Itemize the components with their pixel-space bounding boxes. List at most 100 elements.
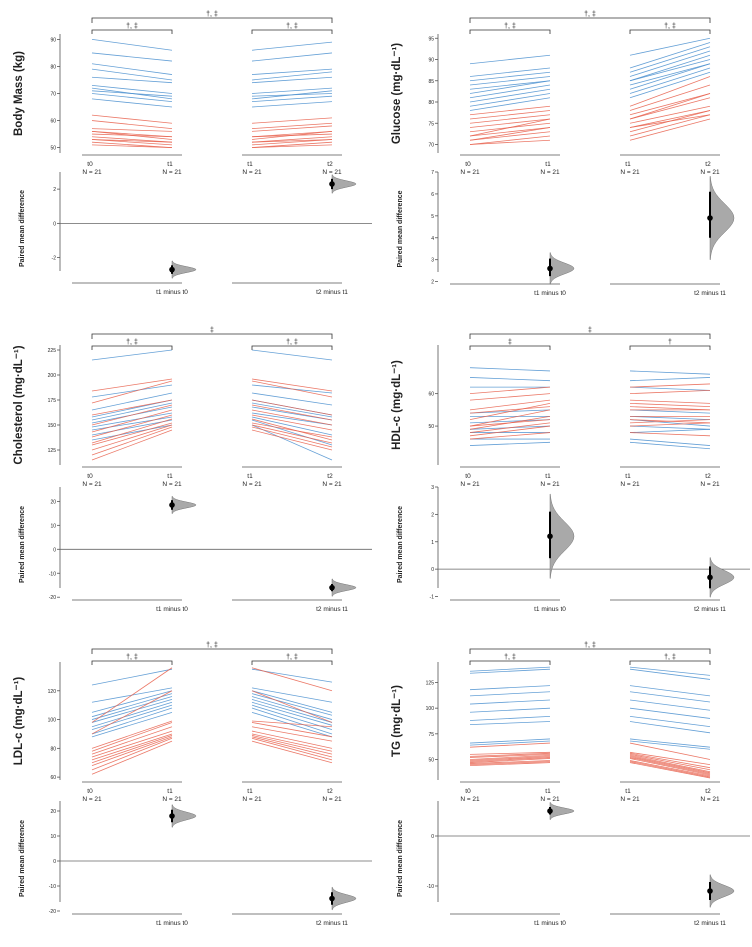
- paired-line: [629, 383, 711, 388]
- paired-line: [251, 392, 333, 406]
- paired-line: [629, 757, 711, 775]
- y-tick-label: 80: [50, 64, 56, 70]
- paired-line: [251, 737, 333, 761]
- paired-line: [251, 667, 333, 692]
- paired-line: [629, 118, 711, 141]
- condition-label: t1: [625, 788, 631, 795]
- paired-line: [469, 402, 551, 420]
- paired-line: [251, 426, 333, 448]
- paired-line: [629, 751, 711, 766]
- y-tick-label: 70: [428, 143, 434, 149]
- paired-line: [91, 139, 173, 146]
- diff-y-tick-label: -10: [49, 884, 56, 890]
- paired-line: [91, 737, 173, 771]
- mean-diff-point: [329, 584, 335, 591]
- y-tick-label: 60: [428, 392, 434, 398]
- condition-n: N = 21: [322, 481, 342, 488]
- paired-line: [629, 754, 711, 773]
- paired-line: [251, 424, 333, 444]
- paired-line: [629, 438, 711, 446]
- paired-line: [251, 422, 333, 438]
- bootstrap-distribution: [549, 802, 575, 820]
- mean-diff-point: [707, 888, 713, 894]
- bootstrap-distribution: [331, 578, 357, 597]
- paired-line: [91, 733, 173, 761]
- paired-line: [251, 349, 333, 361]
- paired-line: [629, 422, 711, 427]
- paired-line: [91, 93, 173, 103]
- paired-line: [251, 76, 333, 84]
- paired-line: [469, 432, 551, 440]
- paired-line: [251, 419, 333, 446]
- bracket-second: [629, 660, 711, 665]
- paired-line: [91, 667, 173, 723]
- mean-diff-point: [707, 215, 713, 221]
- paired-line: [251, 730, 333, 749]
- paired-line: [469, 386, 551, 395]
- paired-line: [469, 666, 551, 672]
- condition-name: t1: [625, 473, 631, 480]
- paired-line: [251, 402, 333, 418]
- paired-line: [469, 406, 551, 414]
- condition-label: t1: [545, 788, 551, 795]
- diff-y-tick-label: 20: [50, 499, 56, 505]
- paired-line: [251, 735, 333, 755]
- paired-line: [251, 93, 333, 97]
- bracket-first-label: †, ‡: [504, 654, 516, 661]
- paired-line: [469, 422, 551, 433]
- diff-y-axis-label: Paired mean difference: [19, 190, 26, 267]
- paired-line: [469, 131, 551, 141]
- bracket-overall-label: †, ‡: [584, 11, 596, 18]
- bracket-overall: [91, 648, 333, 654]
- paired-line: [91, 409, 173, 433]
- paired-line: [251, 722, 333, 738]
- y-tick-label: 75: [428, 121, 434, 127]
- diff-y-axis-label: Paired mean difference: [397, 506, 404, 583]
- condition-label: t0: [465, 788, 471, 795]
- condition-n: N = 21: [700, 169, 720, 176]
- bracket-overall: [469, 333, 711, 339]
- bracket-first-label: ‡: [508, 339, 512, 346]
- paired-line: [469, 419, 551, 427]
- y-tick-label: 175: [48, 398, 57, 404]
- diff-y-tick-label: -10: [427, 884, 434, 890]
- paired-line: [469, 71, 551, 82]
- paired-line: [629, 59, 711, 82]
- paired-line: [469, 135, 551, 145]
- paired-line: [469, 80, 551, 90]
- paired-line: [91, 720, 173, 749]
- diff-y-tick-label: -1: [430, 595, 435, 601]
- bracket-second-label: †, ‡: [664, 23, 676, 30]
- paired-line: [469, 753, 551, 758]
- condition-name: t1: [625, 788, 631, 795]
- diff-y-tick-label: 6: [431, 192, 434, 198]
- mean-diff-point: [547, 265, 553, 272]
- paired-line: [91, 402, 173, 421]
- paired-line: [629, 419, 711, 427]
- condition-n: N = 21: [82, 169, 102, 176]
- paired-line: [469, 84, 551, 99]
- condition-n: N = 21: [322, 796, 342, 803]
- y-tick-label: 125: [48, 448, 57, 454]
- diff-y-axis-label: Paired mean difference: [397, 820, 404, 897]
- diff-x-label: t1 minus t0: [534, 290, 566, 297]
- paired-line: [469, 399, 551, 411]
- paired-line: [469, 441, 551, 446]
- y-axis-label: LDL-c (mg·dL⁻¹): [13, 677, 25, 766]
- paired-line: [251, 726, 333, 742]
- condition-label: t2: [327, 788, 333, 795]
- paired-line: [251, 139, 333, 143]
- paired-line: [251, 424, 333, 461]
- y-axis-label: Body Mass (kg): [13, 51, 25, 136]
- paired-line: [251, 733, 333, 752]
- condition-label: t2: [705, 788, 711, 795]
- paired-line: [251, 101, 333, 108]
- mean-diff-point: [329, 181, 335, 187]
- diff-y-tick-label: -10: [49, 571, 56, 577]
- diff-y-tick-label: 0: [431, 834, 434, 840]
- paired-line: [629, 54, 711, 82]
- paired-line: [469, 127, 551, 137]
- paired-line: [251, 429, 333, 451]
